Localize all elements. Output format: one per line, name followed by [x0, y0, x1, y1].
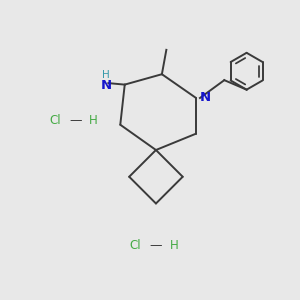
Text: —: —: [150, 238, 162, 252]
Text: N: N: [100, 79, 112, 92]
Text: H: H: [89, 114, 98, 127]
Text: Cl: Cl: [49, 114, 61, 127]
Text: —: —: [69, 114, 82, 127]
Text: H: H: [169, 238, 178, 252]
Text: Cl: Cl: [129, 238, 141, 252]
Text: N: N: [200, 92, 211, 104]
Text: H: H: [102, 70, 110, 80]
